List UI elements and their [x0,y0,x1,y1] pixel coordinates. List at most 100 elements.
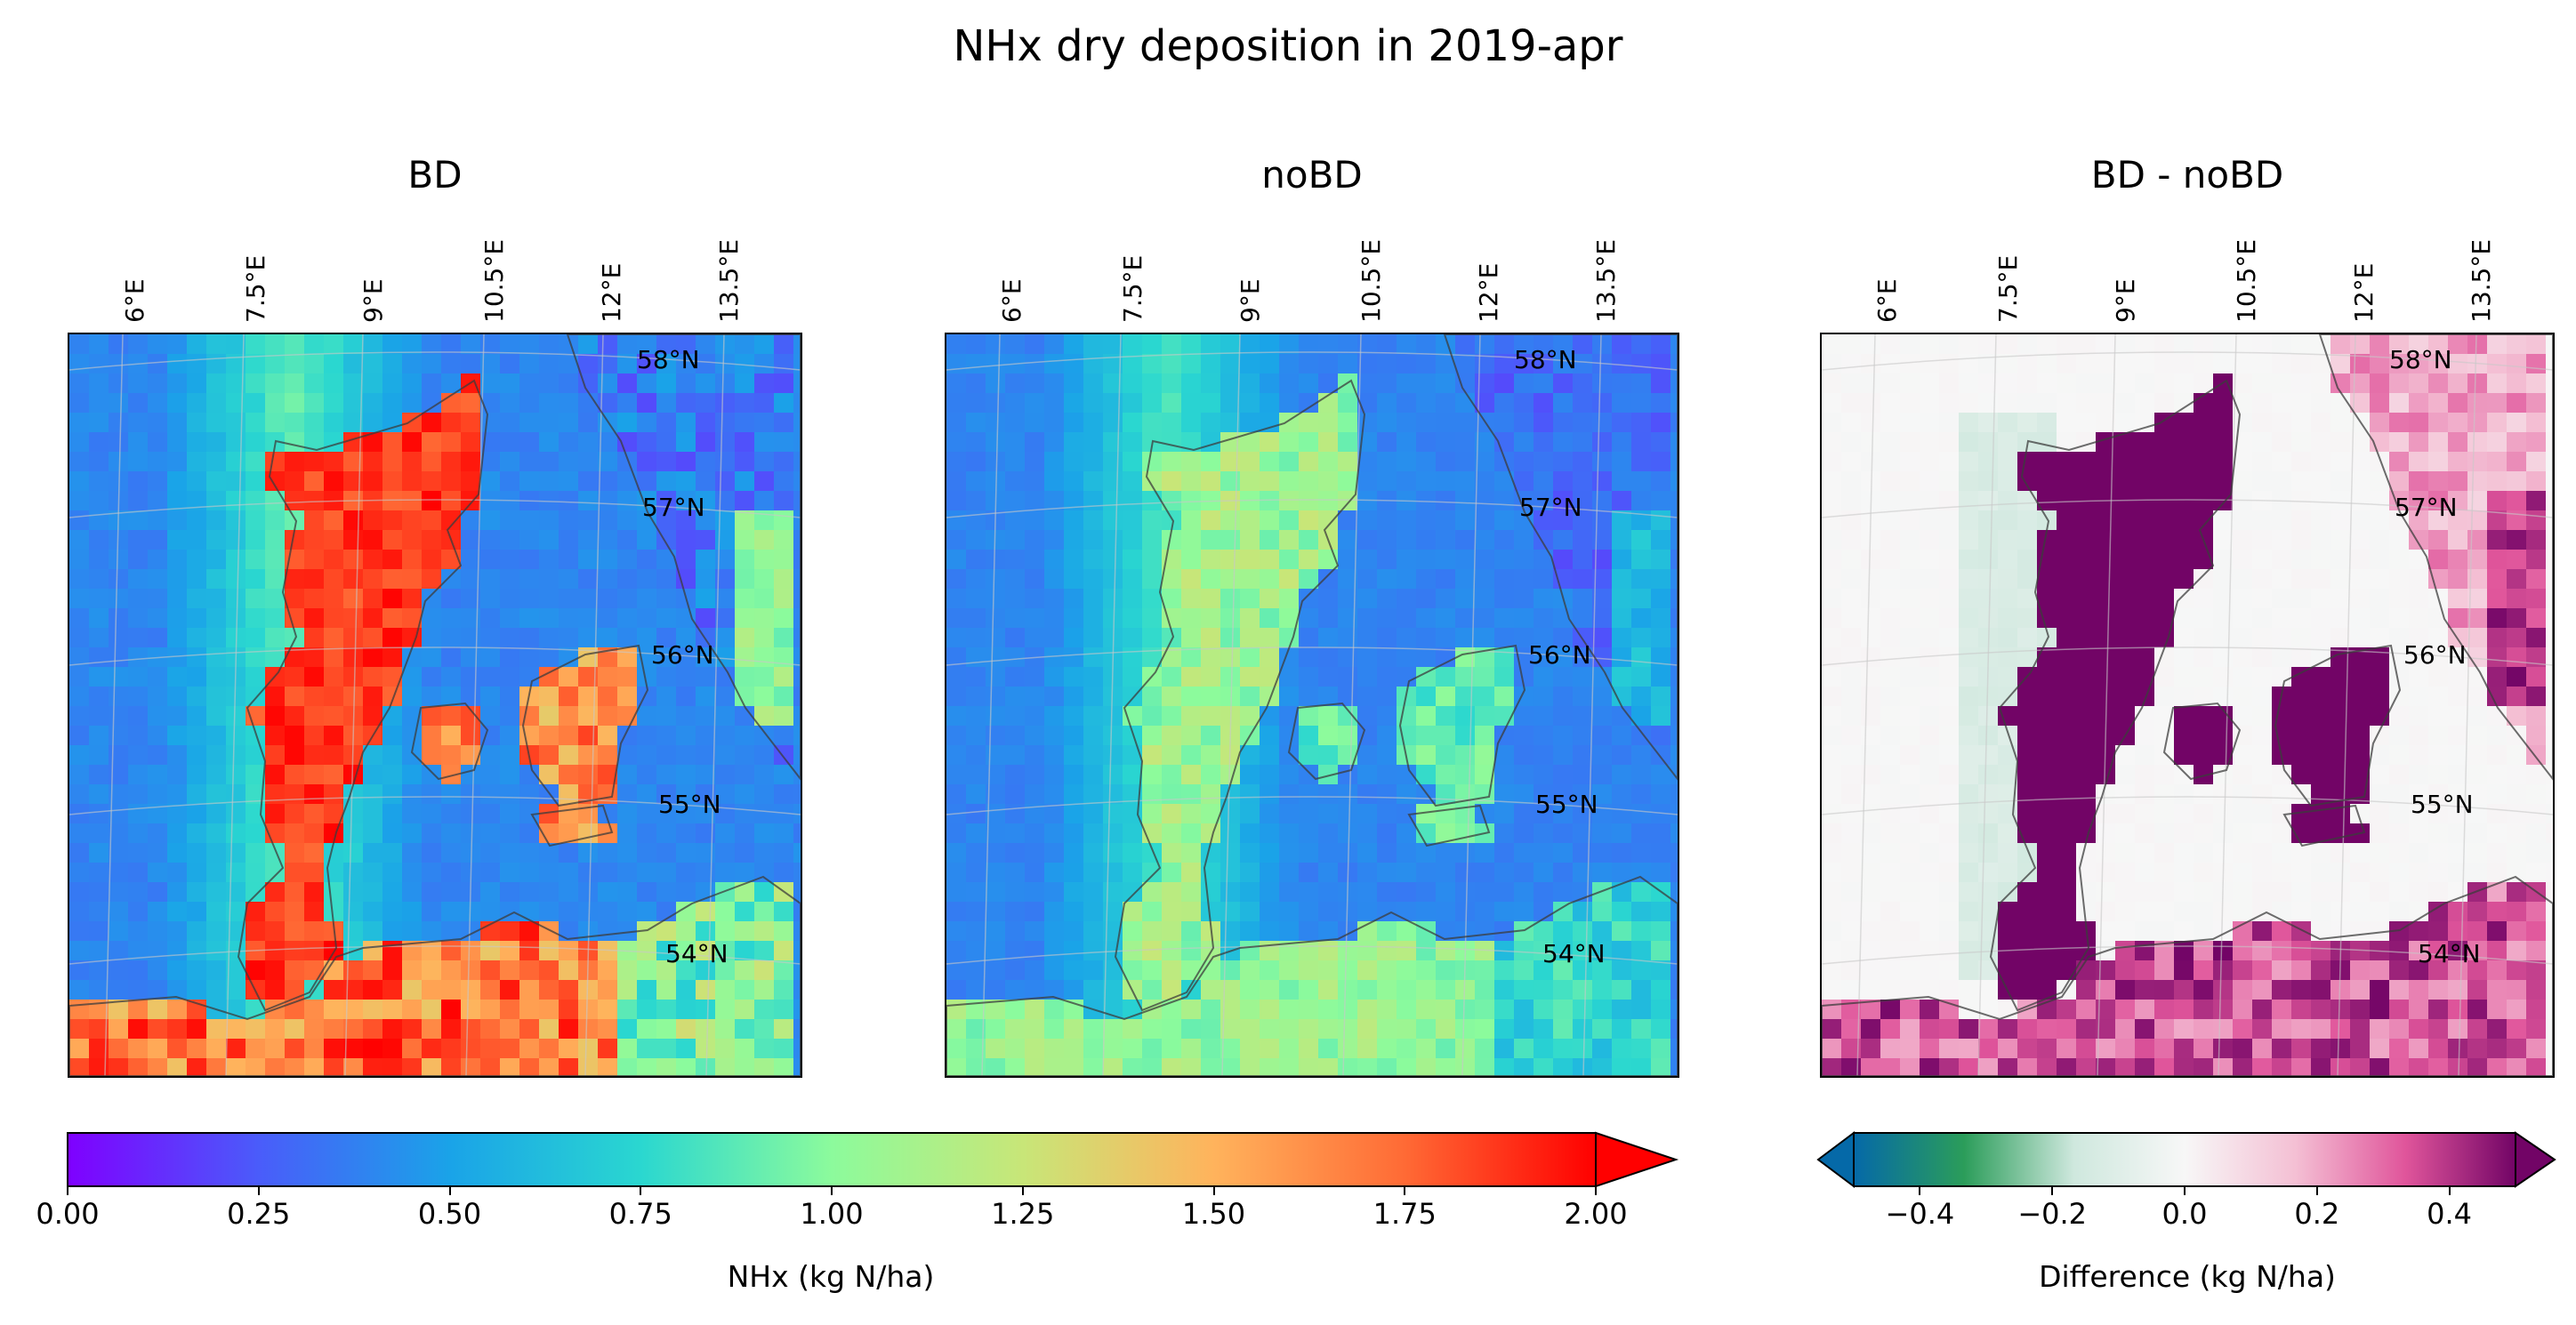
heatmap-cell [2174,765,2194,785]
heatmap-cell [617,882,638,903]
heatmap-cell [754,1000,775,1020]
heatmap-cell [986,921,1006,942]
heatmap-cell [109,354,129,374]
heatmap-cell [402,373,423,394]
heatmap-cell [578,628,599,648]
heatmap-cell [2507,1019,2527,1040]
heatmap-cell [1220,334,1241,355]
heatmap-cell [89,608,109,629]
heatmap-cell [1534,510,1554,531]
heatmap-cell [1631,393,1652,414]
heatmap-cell [1534,706,1554,727]
heatmap-cell [1260,334,1280,355]
heatmap-cell [1573,687,1593,707]
heatmap-cell [1455,413,1476,433]
heatmap-cell [1377,589,1397,609]
heatmap-cell [69,647,90,668]
heatmap-cell [2370,843,2390,863]
heatmap-cell [966,823,986,844]
heatmap-cell [2272,1000,2292,1020]
heatmap-cell [441,921,462,942]
heatmap-cell [1338,941,1358,961]
heatmap-cell [1959,471,1979,492]
heatmap-cell [1592,1058,1613,1076]
heatmap-cell [1553,569,1574,590]
heatmap-cell [986,628,1006,648]
heatmap-cell [1880,843,1901,863]
heatmap-cell [343,354,364,374]
heatmap-cell [519,843,540,863]
heatmap-cell [1162,510,1182,531]
heatmap-cell [1939,452,1960,472]
heatmap-cell [617,687,638,707]
heatmap-cell [2174,628,2194,648]
heatmap-cell [617,745,638,766]
heatmap-cell [946,647,967,668]
heatmap-cell [324,843,344,863]
heatmap-cell [1455,706,1476,727]
heatmap-cell [2350,432,2371,453]
heatmap-cell [2233,667,2253,687]
heatmap-cell [2311,393,2331,414]
heatmap-cell [1612,628,1632,648]
colorbar-diff-label: Difference (kg N/ha) [2039,1259,2336,1294]
heatmap-cell [2252,471,2273,492]
heatmap-cell [1592,823,1613,844]
heatmap-cell [500,902,520,922]
heatmap-cell [656,608,677,629]
heatmap-cell [2448,687,2468,707]
heatmap-cell [363,510,383,531]
heatmap-cell [1318,667,1339,687]
heatmap-cell [2096,1019,2116,1040]
heatmap-cell [2487,667,2508,687]
heatmap-cell [637,706,657,727]
heatmap-cell [2076,784,2097,805]
heatmap-cell [1318,706,1339,727]
heatmap-cell [2252,1058,2273,1076]
heatmap-cell [1064,569,1084,590]
heatmap-cell [2370,589,2390,609]
heatmap-cell [2076,706,2097,727]
heatmap-cell [1978,491,1999,511]
heatmap-cell [1900,941,1920,961]
heatmap-cell [167,784,188,805]
heatmap-cell [2115,745,2136,766]
heatmap-cell [226,393,246,414]
heatmap-cell [1494,589,1515,609]
heatmap-cell [441,863,462,883]
heatmap-cell [1959,921,1979,942]
heatmap-cell [1534,941,1554,961]
heatmap-cell [2076,373,2097,394]
heatmap-cell [966,745,986,766]
heatmap-cell [2546,784,2553,805]
heatmap-cell [1279,1058,1300,1076]
heatmap-cell [617,667,638,687]
heatmap-cell [246,550,266,570]
heatmap-cell [246,413,266,433]
heatmap-cell [304,1019,325,1040]
heatmap-cell [1592,882,1613,903]
heatmap-cell [265,589,286,609]
heatmap-cell [1651,413,1671,433]
heatmap-cell [754,608,775,629]
heatmap-cell [461,687,481,707]
heatmap-cell [1631,902,1652,922]
heatmap-cell [422,1058,442,1076]
heatmap-cell [1142,1058,1163,1076]
heatmap-cell [246,823,266,844]
heatmap-cell [2526,1000,2547,1020]
heatmap-cell [480,980,501,1000]
heatmap-cell [539,471,559,492]
heatmap-cell [2017,550,2038,570]
heatmap-cell [2487,843,2508,863]
heatmap-cell [1201,745,1221,766]
graticule-line [1856,334,1876,1076]
heatmap-cell [1631,804,1652,824]
heatmap-cell [966,726,986,746]
heatmap-cell [2546,373,2553,394]
heatmap-cell [1436,432,1456,453]
heatmap-cell [285,687,305,707]
heatmap-cell [1978,980,1999,1000]
heatmap-cell [656,1058,677,1076]
heatmap-cell [2037,687,2057,707]
